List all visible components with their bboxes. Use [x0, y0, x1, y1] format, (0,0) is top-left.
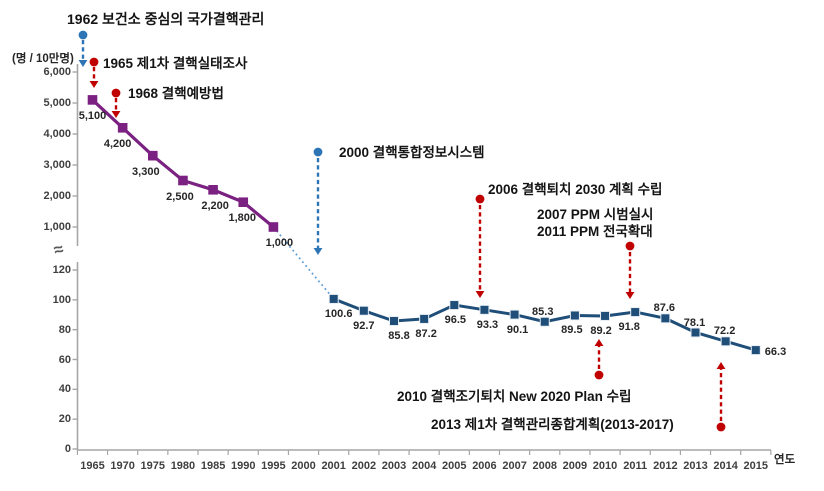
data-point-marker [419, 313, 430, 324]
data-point-marker [479, 304, 490, 315]
data-point-marker [148, 150, 158, 161]
data-point-marker [569, 310, 580, 321]
annotation-arrow-2000-head [313, 248, 323, 255]
annotation-1965-first-tb-survey: 1965 제1차 결핵실태조사 [103, 56, 248, 71]
data-point-marker [660, 313, 671, 324]
annotation-2006-tb-2030-plan: 2006 결핵퇴치 2030 계획 수립 [488, 182, 663, 197]
data-point-marker [268, 222, 279, 232]
series-line-upper [91, 98, 275, 229]
annotation-arrow-2000-dot [313, 147, 323, 157]
data-point-marker [117, 123, 128, 133]
annotation-arrow-2010-dot [594, 370, 604, 380]
data-point-marker [600, 310, 611, 321]
annotation-arrow-1962-dot [78, 30, 88, 40]
data-point-marker [328, 293, 339, 304]
annotation-arrow-2006-dot [475, 194, 485, 204]
data-point-marker [449, 300, 460, 311]
data-point-marker [750, 345, 761, 356]
annotation-2010-new-2020-plan: 2010 결핵조기퇴치 New 2020 Plan 수립 [397, 389, 632, 404]
x-axis-title: 연도 [774, 454, 796, 466]
annotation-1968-tb-prevention-act: 1968 결핵예방법 [128, 86, 224, 101]
data-point-marker [630, 307, 641, 318]
annotation-arrow-1968-head [111, 111, 121, 118]
annotation-arrow-2011-dot [625, 241, 635, 251]
annotation-2007-ppm-pilot: 2007 PPM 시범실시 [537, 207, 654, 222]
data-point-marker [389, 316, 399, 327]
annotation-2000-tb-info-system: 2000 결핵통합정보시스템 [339, 145, 485, 160]
series-connector-dotted [272, 226, 335, 300]
data-point-marker [178, 175, 188, 186]
annotation-1962-national-tb-control: 1962 보건소 중심의 국가결핵관리 [67, 11, 265, 27]
y-axis-unit-label: (명 / 10만명) [12, 53, 74, 65]
annotation-arrow-1965-dot [89, 57, 99, 67]
annotation-arrow-1962-head [78, 60, 88, 67]
annotation-arrow-1968-dot [111, 88, 121, 98]
annotation-arrow-2011-head [625, 292, 635, 299]
annotation-arrow-2010-head [594, 339, 604, 346]
data-point-marker [87, 95, 98, 105]
annotation-arrow-2013-dot [716, 422, 726, 432]
annotation-arrow-2006-head [475, 291, 485, 298]
annotation-arrow-2013-head [716, 362, 726, 369]
data-point-marker [509, 309, 520, 320]
data-point-marker [358, 305, 369, 316]
data-point-marker [208, 185, 218, 195]
annotation-2013-comprehensive-plan: 2013 제1차 결핵관리종합계획(2013-2017) [431, 417, 674, 432]
data-point-marker [720, 336, 731, 347]
annotation-2011-ppm-nationwide: 2011 PPM 전국확대 [537, 224, 653, 239]
annotation-arrow-1965-head [89, 81, 99, 88]
data-point-marker [539, 316, 550, 327]
data-point-marker [690, 327, 701, 338]
data-point-marker [238, 197, 249, 207]
